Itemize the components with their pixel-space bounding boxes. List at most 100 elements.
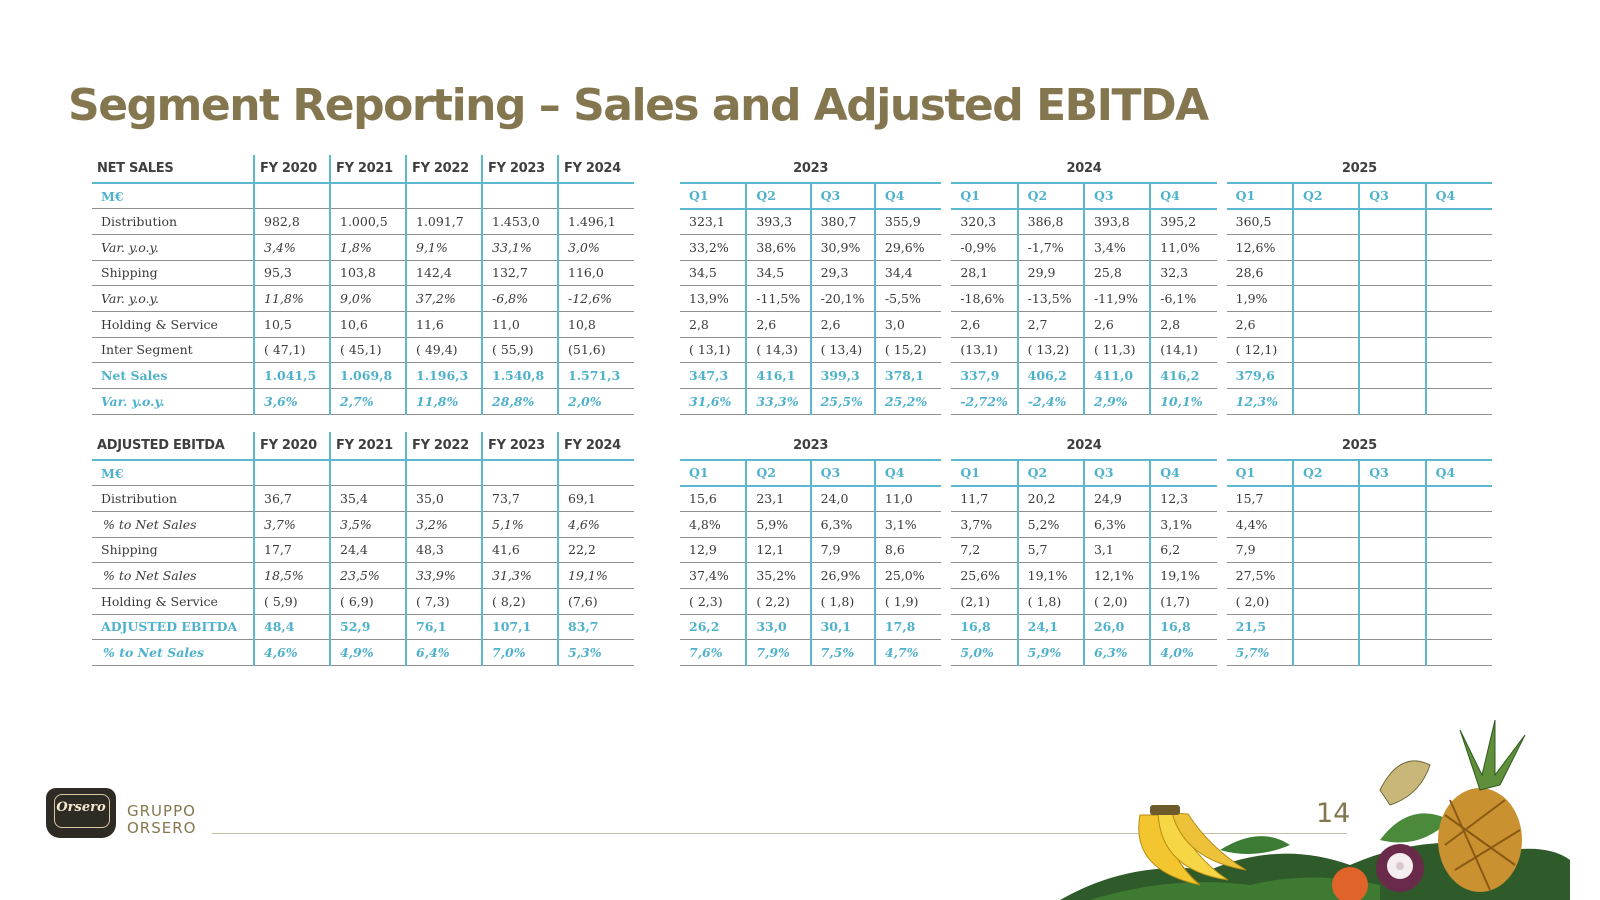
cell-value: 11,6 (405, 311, 482, 338)
cell-value: 9,0% (329, 285, 406, 312)
cell-value: 11,8% (253, 285, 330, 312)
cell-value: 4,8% (680, 511, 747, 538)
column-header: FY 2023 (481, 155, 558, 184)
table-row: 13,9% -11,5% -20,1% -5,5% -18,6% -13,5% -11,9%… (680, 285, 1492, 312)
row-label: Holding & Service (92, 311, 254, 338)
cell-value: 3,2% (405, 511, 482, 538)
cell-value: 26,9% (809, 562, 875, 589)
quarter-header: Q3 (1358, 460, 1426, 487)
cell-value: ( 1,8) (1016, 588, 1084, 615)
cell-value: 16,8 (1149, 614, 1217, 641)
cell-value: 48,3 (405, 537, 482, 564)
row-label: Var. y.o.y. (92, 388, 254, 415)
cell-value: 347,3 (680, 362, 747, 389)
table-header-row: ADJUSTED EBITDA FY 2020 FY 2021 FY 2022 FY 2… (92, 432, 634, 461)
cell-value: ( 2,0) (1082, 588, 1151, 615)
cell-value: 3,1 (1082, 537, 1151, 564)
table-row: % to Net Sales 3,7% 3,5% 3,2% 5,1% 4,6% (92, 511, 634, 538)
quarter-header: Q2 (1291, 460, 1360, 487)
row-label: Var. y.o.y. (92, 285, 254, 312)
cell-value: ( 47,1) (253, 337, 330, 364)
cell-value: ( 5,9) (253, 588, 330, 615)
cell-value: 10,6 (329, 311, 406, 338)
cell-value: 393,3 (745, 208, 811, 235)
cell-value: -18,6% (951, 285, 1018, 312)
cell-value (1424, 562, 1492, 589)
cell-value: 33,2% (680, 234, 747, 261)
cell-value (1424, 311, 1492, 338)
cell-value: 29,3 (809, 260, 875, 287)
table-row: 31,6% 33,3% 25,5% 25,2% -2,72% -2,4% 2,9% 10,1%… (680, 388, 1492, 415)
spacer (1217, 209, 1227, 235)
cell-value: 395,2 (1149, 208, 1217, 235)
cell-value: (51,6) (557, 337, 634, 364)
company-name: GRUPPO ORSERO (127, 803, 196, 837)
spacer (941, 486, 951, 512)
cell-value (329, 183, 406, 210)
cell-value: 13,9% (680, 285, 747, 312)
spacer (941, 389, 951, 415)
cell-value: 3,4% (1082, 234, 1151, 261)
cell-value (1291, 337, 1360, 364)
column-header: FY 2024 (557, 432, 634, 461)
cell-value: -5,5% (873, 285, 942, 312)
column-header: FY 2022 (405, 155, 482, 184)
cell-value: 3,6% (253, 388, 330, 415)
cell-value: 4,6% (253, 639, 330, 666)
cell-value (1358, 485, 1426, 512)
cell-value: 3,5% (329, 511, 406, 538)
spacer (941, 363, 951, 389)
cell-value: ( 8,2) (481, 588, 558, 615)
table-row: ADJUSTED EBITDA 48,4 52,9 76,1 107,1 83,7 (92, 614, 634, 641)
cell-value (1424, 614, 1492, 641)
cell-value (481, 460, 558, 487)
cell-value: 1.571,3 (557, 362, 634, 389)
cell-value (1291, 639, 1360, 666)
table-row: M€ (92, 183, 634, 210)
cell-value: 26,2 (680, 614, 747, 641)
cell-value (1358, 208, 1426, 235)
cell-value: 12,9 (680, 537, 747, 564)
cell-value: 24,4 (329, 537, 406, 564)
spacer (1217, 537, 1227, 563)
cell-value: 25,2% (873, 388, 942, 415)
cell-value (557, 460, 634, 487)
spacer (1217, 486, 1227, 512)
table-row: M€ (92, 460, 634, 487)
cell-value (1291, 485, 1360, 512)
cell-value: 25,6% (951, 562, 1018, 589)
cell-value: 2,0% (557, 388, 634, 415)
table-row: % to Net Sales 4,6% 4,9% 6,4% 7,0% 5,3% (92, 639, 634, 666)
cell-value: 33,3% (745, 388, 811, 415)
cell-value: 25,8 (1082, 260, 1151, 287)
cell-value: ( 2,3) (680, 588, 747, 615)
table-row: Var. y.o.y. 11,8% 9,0% 37,2% -6,8% -12,6% (92, 285, 634, 312)
logo-script-text: Orsero (56, 800, 106, 815)
cell-value: 28,8% (481, 388, 558, 415)
cell-value: 4,6% (557, 511, 634, 538)
cell-value: 386,8 (1016, 208, 1084, 235)
cell-value: 9,1% (405, 234, 482, 261)
page-title: Segment Reporting – Sales and Adjusted E… (68, 80, 1209, 131)
cell-value (557, 183, 634, 210)
cell-value (405, 460, 482, 487)
quarter-header: Q4 (873, 183, 942, 210)
quarter-header: Q2 (745, 460, 811, 487)
cell-value: 11,0% (1149, 234, 1217, 261)
spacer (1217, 363, 1227, 389)
cell-value: 416,1 (745, 362, 811, 389)
cell-value: 1.196,3 (405, 362, 482, 389)
cell-value (1358, 537, 1426, 564)
spacer (1217, 588, 1227, 614)
net-sales-quarterly-table: 2023 2024 2025 Q1 Q2 Q3 Q4 Q1 Q2 Q3 Q4 Q1 Q2 Q3 Q4 323,… (680, 155, 1492, 415)
cell-value: 30,9% (809, 234, 875, 261)
table-row: Distribution 982,8 1.000,5 1.091,7 1.453,0 1.… (92, 208, 634, 235)
cell-value: -11,5% (745, 285, 811, 312)
cell-value: 5,0% (951, 639, 1018, 666)
cell-value: -6,1% (1149, 285, 1217, 312)
cell-value (1358, 388, 1426, 415)
table-row: Distribution 36,7 35,4 35,0 73,7 69,1 (92, 485, 634, 512)
cell-value: 1.496,1 (557, 208, 634, 235)
cell-value: 8,6 (873, 537, 942, 564)
cell-value (1358, 639, 1426, 666)
